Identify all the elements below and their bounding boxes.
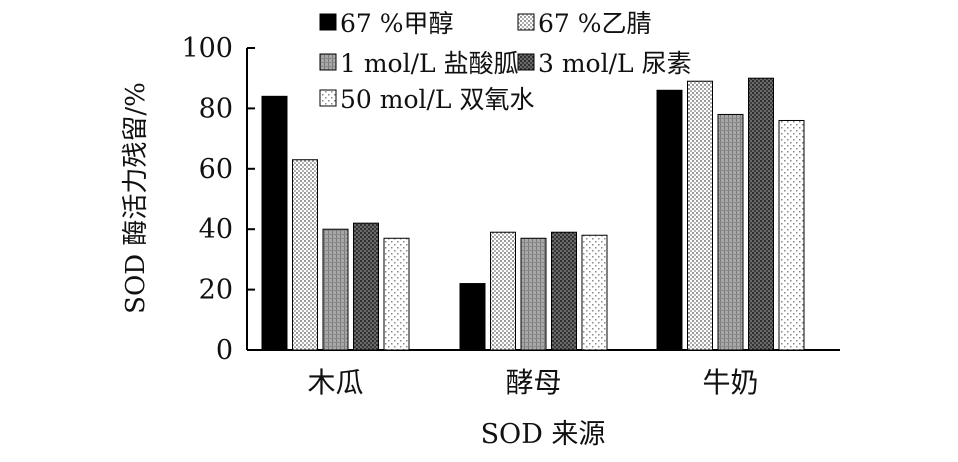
legend-swatch xyxy=(517,53,535,71)
bar xyxy=(383,237,410,351)
x-tick-label: 牛奶 xyxy=(702,366,758,399)
bar xyxy=(581,234,608,351)
bar xyxy=(322,228,349,351)
y-tick-label: 0 xyxy=(216,335,233,366)
legend-swatch xyxy=(319,53,337,71)
bar xyxy=(261,95,288,351)
bar xyxy=(520,237,547,351)
y-ticks: 0 20 40 60 80 100 xyxy=(181,33,255,366)
y-tick-label: 40 xyxy=(199,214,233,245)
y-axis-title: SOD 酶活力残留/% xyxy=(121,82,151,314)
legend-label: 1 mol/L 盐酸胍 xyxy=(340,49,519,78)
bar xyxy=(292,159,318,351)
bar xyxy=(459,283,486,351)
bar xyxy=(656,89,683,351)
bar xyxy=(490,231,516,351)
y-tick-label: 20 xyxy=(199,275,233,306)
x-axis-title: SOD 来源 xyxy=(481,419,606,450)
bar xyxy=(353,222,379,351)
bar xyxy=(748,77,774,351)
bar xyxy=(687,80,713,351)
y-tick-label: 100 xyxy=(181,33,233,64)
x-tick-label: 酵母 xyxy=(505,366,561,399)
legend-swatch xyxy=(319,89,337,107)
bars xyxy=(261,77,805,351)
y-tick-label: 60 xyxy=(199,154,233,185)
bar xyxy=(551,231,577,351)
y-tick-label: 80 xyxy=(199,93,233,124)
legend-label: 67 %甲醇 xyxy=(340,9,454,38)
legend-label: 50 mol/L 双氧水 xyxy=(340,85,534,114)
bar xyxy=(778,119,805,351)
x-tick-label: 木瓜 xyxy=(307,366,363,399)
bar xyxy=(717,113,744,351)
legend-label: 3 mol/L 尿素 xyxy=(538,49,692,78)
legend-label: 67 %乙腈 xyxy=(538,9,652,38)
legend-swatch xyxy=(517,13,535,31)
legend-swatch xyxy=(319,13,337,31)
x-tick-labels: 木瓜 酵母 牛奶 xyxy=(307,366,758,399)
